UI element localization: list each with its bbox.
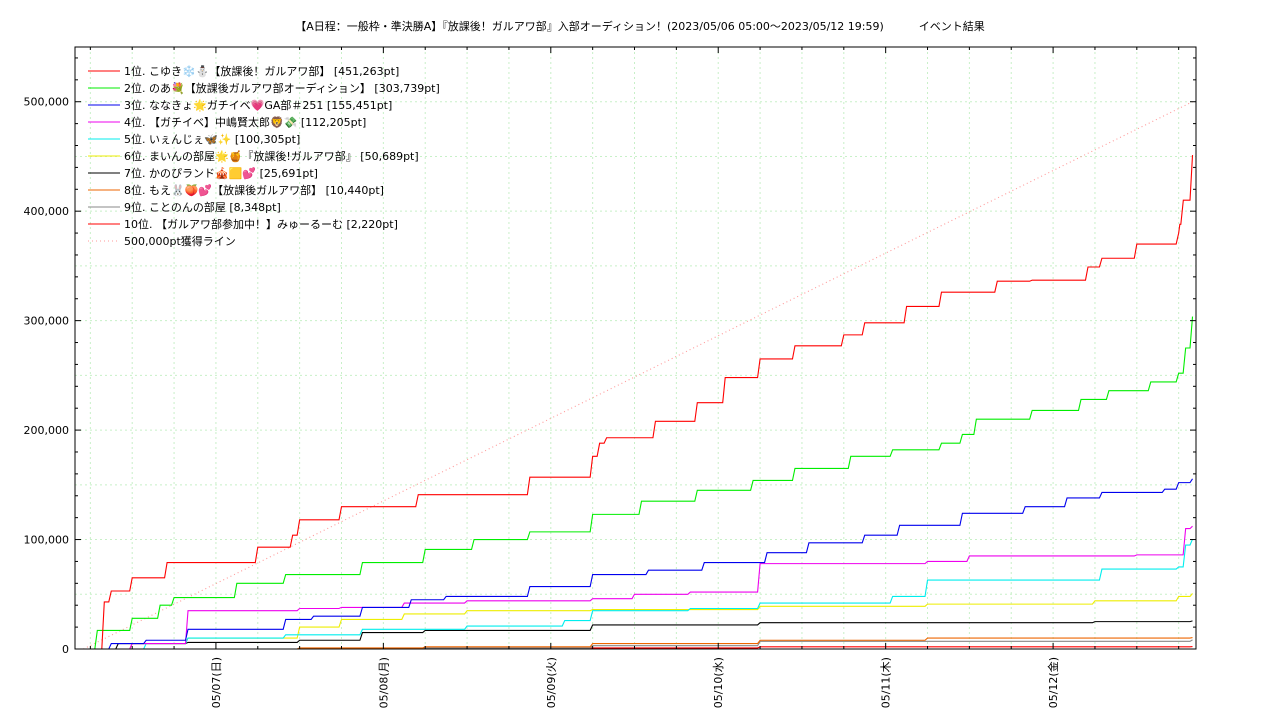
x-tick-label: 05/12(金): [1046, 657, 1060, 708]
y-tick-label: 300,000: [24, 315, 70, 328]
y-axis-tick-labels: 0 100,000 200,000 300,000 400,000 500,000: [24, 96, 70, 656]
legend-entry-2: 2位. のあ💐【放課後ガルアワ部オーディション】 [303,739pt]: [124, 81, 440, 95]
legend-entry-7: 7位. かのぴランド🎪🟨💕 [25,691pt]: [124, 166, 318, 180]
legend-entry-5: 5位. いぇんじぇ🦋✨ [100,305pt]: [124, 132, 300, 146]
series-line-3: [83, 478, 1193, 650]
x-tick-label: 05/07(日): [210, 657, 223, 708]
chart-title-text: 【A日程：一般枠・準決勝A】『放課後！ガルアワ部』入部オーディション！(2023…: [295, 20, 884, 33]
x-tick-label: 05/08(月): [377, 657, 390, 708]
legend-entry-1: 1位. こゆき❄️⛄【放課後！ガルアワ部】 [451,263pt]: [124, 64, 399, 78]
legend-entry-8: 8位. もえ🐰🍑💕【放課後ガルアワ部】 [10,440pt]: [124, 183, 384, 197]
legend-entry-11: 500,000pt獲得ライン: [124, 235, 236, 248]
y-tick-label: 100,000: [24, 534, 70, 547]
x-axis-tick-labels: 05/07(日) 05/08(月) 05/09(火) 05/10(水) 05/11(木)…: [210, 657, 1060, 708]
legend: 1位. こゆき❄️⛄【放課後！ガルアワ部】 [451,263pt] 2位. のあ💐…: [88, 64, 440, 248]
y-tick-label: 400,000: [24, 205, 70, 218]
plot-frame: [74, 46, 1197, 650]
x-tick-label: 05/09(火): [545, 657, 558, 708]
x-tick-label: 05/10(水): [712, 657, 725, 708]
grid-lines: [75, 47, 1196, 649]
legend-entry-6: 6位. まいんの部屋🌟🍯『放課後!ガルアワ部』 [50,689pt]: [124, 149, 419, 163]
chart-title: 【A日程：一般枠・準決勝A】『放課後！ガルアワ部』入部オーディション！(2023…: [0, 18, 1280, 34]
axis-ticks: [75, 47, 1196, 650]
series-lines: [83, 101, 1194, 650]
series-line-5: [83, 538, 1194, 650]
legend-entry-3: 3位. ななきょ🌟ガチイベ💗GA部＃251 [155,451pt]: [124, 98, 392, 112]
series-line-2: [83, 316, 1194, 650]
legend-entry-10: 10位. 【ガルアワ部参加中！】みゅーるーむ [2,220pt]: [124, 217, 398, 231]
legend-entry-9: 9位. ことのんの部屋 [8,348pt]: [124, 200, 281, 214]
y-tick-label: 200,000: [24, 424, 70, 437]
series-line-4: [83, 525, 1193, 650]
x-tick-label: 05/11(木): [880, 657, 893, 708]
legend-entry-4: 4位. 【ガチイベ】中嶋賢太郎🦁💸 [112,205pt]: [124, 115, 366, 129]
series-line-6: [83, 593, 1193, 650]
chart-subtitle: イベント結果: [918, 20, 985, 33]
series-line-1: [83, 155, 1194, 650]
y-tick-label: 0: [62, 643, 69, 656]
series-line-7: [83, 620, 1193, 650]
y-tick-label: 500,000: [24, 96, 70, 109]
